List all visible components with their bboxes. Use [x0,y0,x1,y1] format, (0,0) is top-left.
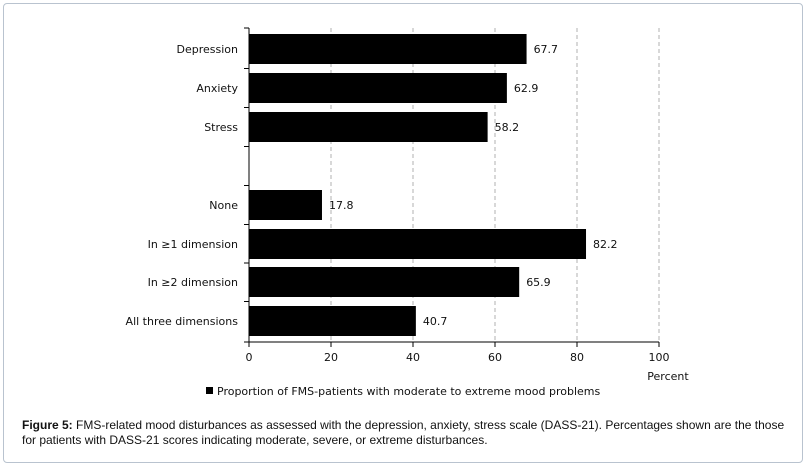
value-label-7: 40.7 [423,315,448,328]
bar-1 [249,34,527,64]
legend-entry: Proportion of FMS-patients with moderate… [217,385,600,398]
bar-5 [249,229,587,259]
value-label-6: 65.9 [526,276,551,289]
value-label-4: 17.8 [329,199,354,212]
value-label-1: 67.7 [534,43,559,56]
category-label-6: In ≥2 dimension [148,276,238,289]
axis-layer: 0 20 40 60 80 100 [244,27,670,364]
category-label-7: All three dimensions [126,315,239,328]
category-label-1: Depression [177,43,239,56]
legend: Proportion of FMS-patients with moderate… [206,385,600,398]
category-label-5: In ≥1 dimension [148,238,238,251]
x-axis-title: Percent [647,370,689,383]
bar-7 [249,306,416,336]
legend-swatch [206,387,213,394]
x-tick-label-20: 20 [324,351,338,364]
bar-2 [249,73,507,103]
x-tick-label-60: 60 [488,351,502,364]
category-label-3: Stress [204,121,238,134]
caption-text: FMS-related mood disturbances as assesse… [22,418,785,447]
category-label-4: None [209,199,238,212]
label-layer: Depression 67.7 Anxiety 62.9 Stress 58.2 None 1… [126,43,618,328]
x-tick-label-80: 80 [570,351,584,364]
bar-6 [249,267,520,297]
x-tick-label-40: 40 [406,351,420,364]
bar-layer [249,34,587,336]
value-label-2: 62.9 [514,82,539,95]
caption-label: Figure 5: [22,418,73,432]
value-label-5: 82.2 [593,238,618,251]
x-tick-label-100: 100 [649,351,670,364]
bar-4 [249,190,322,220]
figure-caption: Figure 5: FMS-related mood disturbances … [22,418,790,448]
bar-chart: Depression 67.7 Anxiety 62.9 Stress 58.2 None 1… [126,27,689,398]
category-label-2: Anxiety [196,82,238,95]
bar-3 [249,112,488,142]
value-label-3: 58.2 [495,121,520,134]
x-tick-label-0: 0 [246,351,253,364]
